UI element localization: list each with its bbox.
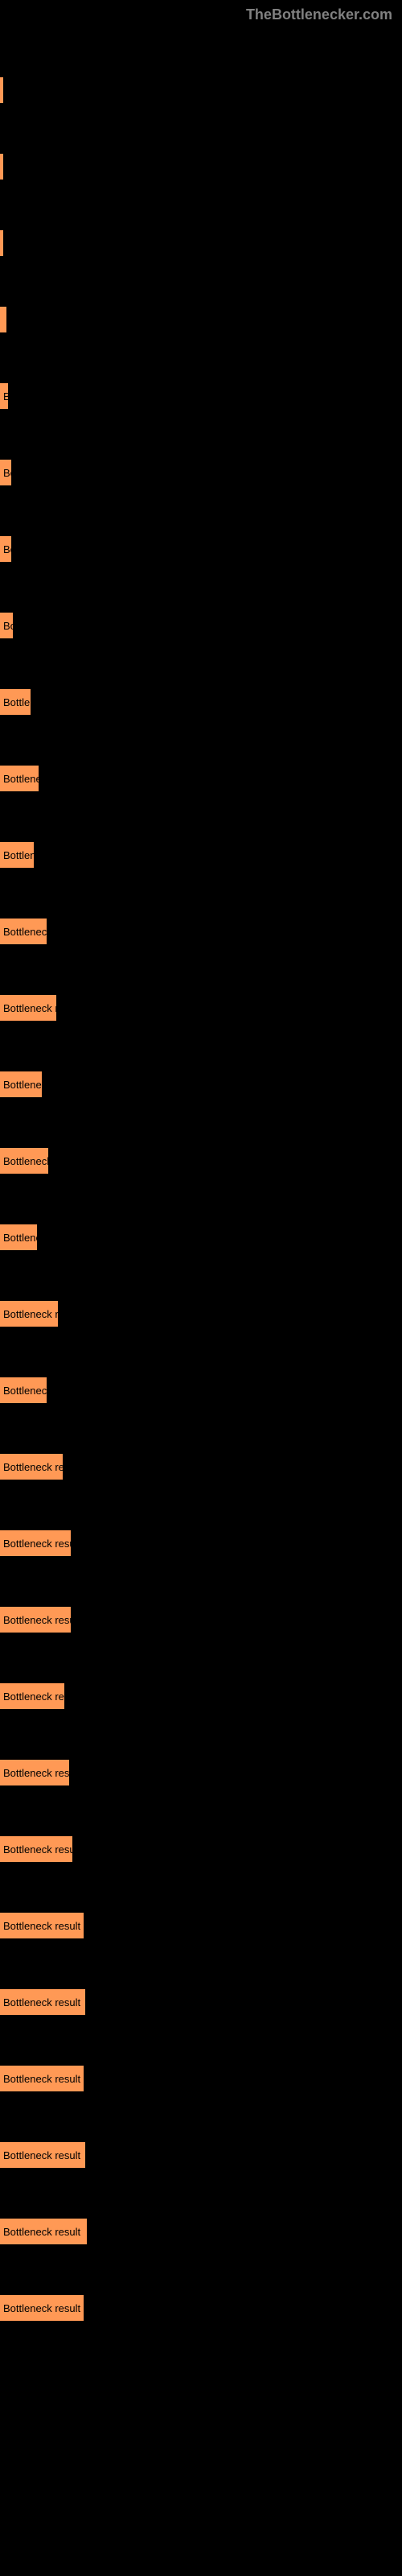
- bar-row: Bottleneck r: [0, 715, 402, 791]
- chart-bar: Bottleneck result: [0, 1530, 71, 1556]
- bar-label: Bottleneck result: [3, 1920, 80, 1932]
- bar-label: Bottleneck res: [3, 1155, 48, 1167]
- bar-row: Bottleneck result: [0, 2091, 402, 2168]
- bar-label: Bottleneck result: [3, 2149, 80, 2161]
- bar-label: Bo: [3, 543, 11, 555]
- bar-row: Bottleneck result: [0, 1403, 402, 1480]
- bar-row: Bottleneck result: [0, 944, 402, 1021]
- bar-label: Bottleneck r: [3, 773, 39, 785]
- bar-label: Bo: [3, 620, 13, 632]
- bar-label: Bottleneck result: [3, 1538, 71, 1550]
- bar-row: Bottleneck res: [0, 1097, 402, 1174]
- bar-label: Bottlen: [3, 696, 31, 708]
- chart-bar: Bottleneck result: [0, 1683, 64, 1709]
- chart-bar: Bottleneck result: [0, 1836, 72, 1862]
- bar-label: B: [3, 390, 8, 402]
- bar-label: Bottleneck result: [3, 2302, 80, 2314]
- bar-label: Bottleneck result: [3, 1308, 58, 1320]
- chart-bar: [0, 77, 3, 103]
- bar-label: Bottleneck result: [3, 2226, 80, 2238]
- bar-row: Bottleneck result: [0, 1709, 402, 1785]
- header: TheBottlenecker.com: [0, 0, 402, 27]
- bar-label: Bottleneck: [3, 1232, 37, 1244]
- chart-bar: Bottleneck result: [0, 1760, 69, 1785]
- chart-bar: Bottleneck: [0, 1224, 37, 1250]
- bar-label: Bottleneck result: [3, 1767, 69, 1779]
- bar-row: Bottlenec: [0, 791, 402, 868]
- bar-row: Bottleneck res: [0, 1327, 402, 1403]
- bar-row: Bottleneck result: [0, 1250, 402, 1327]
- bar-label: Bottleneck result: [3, 1461, 63, 1473]
- bar-row: Bottleneck result: [0, 1938, 402, 2015]
- bar-row: Bottleneck result: [0, 2015, 402, 2091]
- chart-bar: Bottleneck res: [0, 1148, 48, 1174]
- bar-label: Bottleneck result: [3, 2073, 80, 2085]
- bar-row: Bo: [0, 562, 402, 638]
- bar-row: Bottlen: [0, 638, 402, 715]
- bar-label: Bottleneck result: [3, 1002, 56, 1014]
- chart-bar: Bottleneck re: [0, 1071, 42, 1097]
- chart-bar: Bottleneck result: [0, 2142, 85, 2168]
- chart-bar: Bottleneck result: [0, 2295, 84, 2321]
- bar-row: [0, 27, 402, 103]
- bar-chart: B Bo Bo Bo Bottlen Bottleneck r Bottlenec Bottl…: [0, 27, 402, 2337]
- bar-label: Bottleneck res: [3, 926, 47, 938]
- site-logo: TheBottlenecker.com: [246, 6, 392, 23]
- chart-bar: Bottleneck result: [0, 1989, 85, 2015]
- chart-bar: Bottleneck result: [0, 995, 56, 1021]
- chart-bar: Bottlen: [0, 689, 31, 715]
- chart-bar: [0, 154, 3, 180]
- chart-bar: Bottleneck result: [0, 1607, 71, 1633]
- bar-row: Bottleneck res: [0, 868, 402, 944]
- bar-row: Bottleneck result: [0, 1556, 402, 1633]
- bar-row: Bottleneck re: [0, 1021, 402, 1097]
- chart-bar: Bottleneck result: [0, 1454, 63, 1480]
- chart-bar: [0, 307, 6, 332]
- chart-bar: [0, 230, 3, 256]
- bar-row: Bottleneck result: [0, 1480, 402, 1556]
- bar-label: Bottleneck re: [3, 1079, 42, 1091]
- chart-bar: Bo: [0, 613, 13, 638]
- bar-row: Bottleneck result: [0, 2244, 402, 2321]
- bar-row: Bottleneck: [0, 1174, 402, 1250]
- chart-bar: Bo: [0, 460, 11, 485]
- chart-bar: Bottlenec: [0, 842, 34, 868]
- bar-label: Bottleneck result: [3, 1996, 80, 2008]
- bar-row: [0, 180, 402, 256]
- chart-bar: Bottleneck res: [0, 919, 47, 944]
- chart-bar: Bo: [0, 536, 11, 562]
- bar-row: B: [0, 332, 402, 409]
- bar-row: Bottleneck result: [0, 2168, 402, 2244]
- bar-row: Bo: [0, 485, 402, 562]
- bar-label: Bottleneck result: [3, 1690, 64, 1703]
- bar-row: [0, 256, 402, 332]
- bar-row: Bottleneck result: [0, 1633, 402, 1709]
- bar-label: Bo: [3, 467, 11, 479]
- chart-bar: Bottleneck result: [0, 1913, 84, 1938]
- bar-label: Bottleneck result: [3, 1843, 72, 1856]
- chart-bar: Bottleneck result: [0, 1301, 58, 1327]
- chart-bar: Bottleneck result: [0, 2066, 84, 2091]
- bar-row: Bo: [0, 409, 402, 485]
- chart-bar: B: [0, 383, 8, 409]
- chart-bar: Bottleneck res: [0, 1377, 47, 1403]
- bar-label: Bottleneck result: [3, 1614, 71, 1626]
- bar-label: Bottleneck res: [3, 1385, 47, 1397]
- bar-row: [0, 103, 402, 180]
- chart-bar: Bottleneck result: [0, 2219, 87, 2244]
- bar-label: Bottlenec: [3, 849, 34, 861]
- bar-row: Bottleneck result: [0, 1785, 402, 1862]
- chart-bar: Bottleneck r: [0, 766, 39, 791]
- bar-row: Bottleneck result: [0, 1862, 402, 1938]
